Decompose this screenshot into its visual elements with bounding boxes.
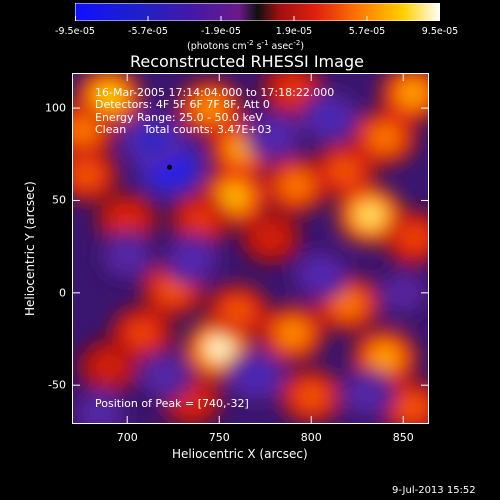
colorbar [75,3,440,21]
annotation-clean-counts: Clean Total counts: 3.47E+03 [95,123,272,136]
heatmap-blob [162,279,184,299]
heatmap-blob [401,398,424,417]
peak-position-label: Position of Peak = [740,-32] [95,397,249,410]
heatmap-blob [131,324,153,343]
heatmap-blob [97,86,121,108]
chart-title: Reconstructed RHESSI Image [130,52,364,71]
heatmap-blob [116,210,138,228]
y-tick-label: 50 [52,193,66,207]
colorbar-tick-label: 5.7e-05 [348,26,386,37]
heatmap-blob [300,387,322,406]
y-tick-label: -50 [48,378,66,392]
heatmap-blob [281,323,304,344]
heatmap-blob [153,367,175,385]
x-tick-label: 700 [116,431,138,444]
peak-marker [167,164,173,170]
heatmap-blob [226,302,249,321]
colorbar-tick-label: -1.9e-05 [201,26,241,37]
heatmap-blob [358,205,382,226]
y-tick-label: 0 [59,286,66,300]
heatmap-blob [356,385,377,404]
heatmap-blob [310,265,331,284]
heatmap-blob [373,347,396,368]
annotation-energy-range: Energy Range: 25.0 - 50.0 keV [95,111,263,124]
heatmap-blob [337,294,359,314]
heatmap-blob [401,83,424,104]
heatmap-blob [393,284,414,302]
colorbar-tick-label: -5.7e-05 [128,26,168,37]
heatmap-blob [98,358,119,376]
x-tick-label: 850 [392,431,414,444]
heatmap-blob [282,80,304,99]
heatmap-blob [190,209,212,228]
heatmap-blob [285,176,308,196]
heatmap-blob [373,128,396,148]
colorbar-tick-label: 9.5e-05 [421,26,459,37]
heatmap-blob [72,120,94,140]
colorbar-gradient [75,3,440,21]
heatmap-blob [264,126,285,145]
heatmap-plot [72,73,429,424]
heatmap-blob [207,337,231,359]
heatmap-blob [116,247,138,265]
heatmap-blob [181,391,202,409]
heatmap-blob [142,131,164,151]
heatmap-blob [333,161,355,181]
x-tick-label: 750 [208,431,230,444]
footer-date: 9-Jul-2013 15:52 [392,485,476,496]
colorbar-tick-label: -9.5e-05 [55,26,95,37]
heatmap-blob [181,250,202,269]
heatmap-blob [76,165,98,184]
colorbar-tick-label: 1.9e-05 [275,26,313,37]
x-tick-label: 800 [300,431,322,444]
colorbar-unit-label: (photons cm-2 s-1 asec-2) [187,39,305,53]
heatmap-blob [319,108,341,127]
heatmap-blob [222,186,246,207]
x-axis-label: Heliocentric X (arcsec) [172,447,308,461]
colorbar-ticks [75,16,440,21]
plot-frame [72,73,429,424]
heatmap-blob [89,404,110,422]
heatmap-blob [403,228,425,247]
annotation-time-range: 16-Mar-2005 17:14:04.000 to 17:18:22.000 [95,86,335,99]
heatmap-blob [245,366,267,386]
heatmap-blob [198,98,222,118]
annotation-detectors: Detectors: 4F 5F 6F 7F 8F, Att 0 [95,98,270,111]
y-axis-label: Heliocentric Y (arcsec) [23,181,37,316]
heatmap-blob [260,228,281,247]
y-tick-label: 100 [45,101,66,115]
